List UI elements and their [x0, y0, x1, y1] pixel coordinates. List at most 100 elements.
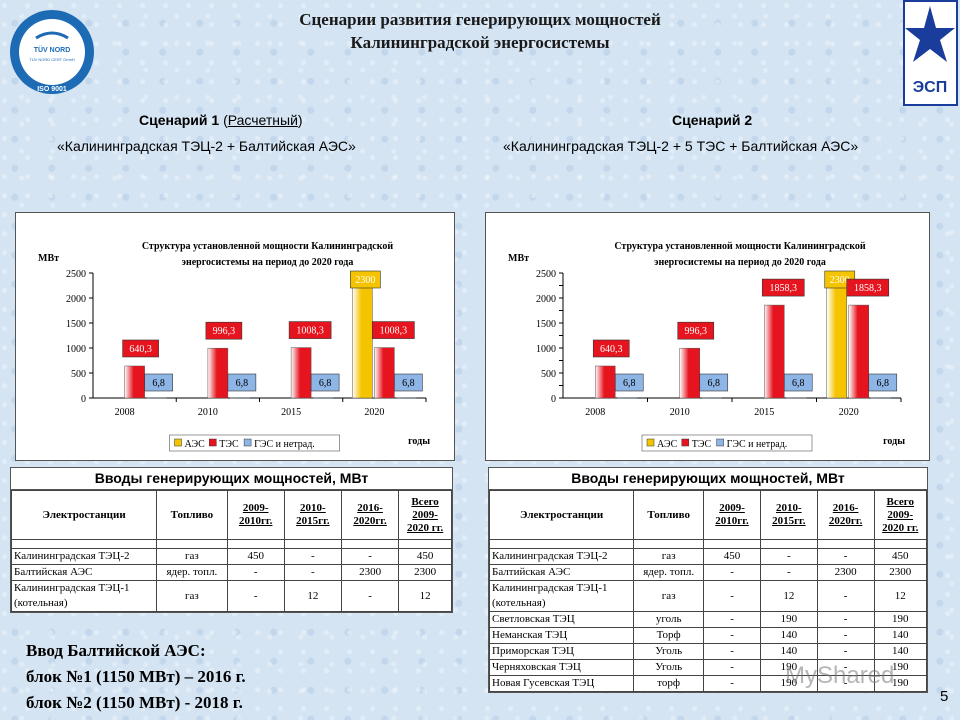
scenario-1-link[interactable]: Расчетный — [227, 112, 298, 128]
scenario-1-paren-close: ) — [297, 112, 303, 128]
bar-ТЭС — [848, 304, 869, 399]
column-header: Топливо — [633, 490, 705, 540]
table-cell: 12 — [283, 580, 342, 612]
bar-ТЭС — [764, 304, 785, 399]
table-cell: Балтийская АЭС — [10, 564, 158, 581]
table-cell: - — [703, 564, 761, 581]
x-tick-label: 2020 — [839, 407, 859, 418]
y-tick-label: 1000 — [536, 344, 556, 355]
data-label-box — [205, 321, 243, 340]
data-label: 6,8 — [877, 378, 890, 389]
legend-entry: ГЭС и нетрад. — [727, 439, 788, 450]
legend-swatch — [174, 438, 182, 447]
table-row: Калининградская ТЭЦ-2 газ 450- -450 — [10, 548, 452, 565]
page-number: 5 — [940, 688, 949, 705]
table-cell: Торф — [633, 627, 705, 644]
scenario-2-subtitle: «Калининградская ТЭЦ-2 + 5 ТЭС + Балтийс… — [503, 138, 859, 154]
bar-ГЭС и нетрад. — [617, 397, 638, 399]
y-axis-label: МВт — [38, 253, 59, 264]
bar-ГЭС и нетрад. — [870, 397, 891, 399]
data-label-box — [614, 373, 644, 392]
scenario-1-heading: Сценарий 1 (Расчетный) — [139, 112, 303, 128]
table-row: Светловская ТЭЦ уголь -190-190 — [488, 611, 928, 628]
table-cell: - — [816, 643, 875, 660]
y-tick-label: 2500 — [536, 269, 556, 280]
table-cell: Калининградская ТЭЦ-1 (котельная) — [10, 580, 158, 612]
chart-title-line-2: энергосистемы на период до 2020 года — [182, 257, 354, 268]
table-cell: 450 — [398, 548, 452, 565]
baltic-npp-note: Ввод Балтийской АЭС: блок №1 (1150 МВт) … — [26, 638, 246, 716]
table-row: Калининградская ТЭЦ-1 (котельная) газ -12-1… — [488, 580, 928, 612]
table-cell: - — [759, 564, 818, 581]
bar-ТЭС — [679, 347, 700, 399]
table-cell: уголь — [633, 611, 705, 628]
x-tick-label: 2015 — [754, 407, 774, 418]
table-1-title: Вводы генерирующих мощностей, МВт — [11, 468, 452, 490]
chart-1: Структура установленной мощности Калинин… — [38, 241, 430, 452]
data-label-box — [227, 373, 257, 392]
chart-title: Структура установленной мощности Калинин… — [142, 241, 394, 252]
scenario-2-heading: Сценарий 2 — [672, 112, 753, 128]
data-label-box — [394, 373, 423, 392]
y-tick-label: 2500 — [66, 269, 86, 280]
table-cell: Черняховская ТЭЦ — [488, 659, 635, 676]
table-cell: 12 — [398, 580, 452, 612]
table-cell: - — [816, 580, 875, 612]
legend-entry: ГЭС и нетрад. — [254, 439, 315, 450]
y-tick-label: 1500 — [66, 319, 86, 330]
table-cell: Новая Гусевская ТЭЦ — [488, 675, 635, 692]
legend-entry: ТЭС — [692, 439, 712, 450]
table-cell: 190 — [873, 659, 928, 676]
legend-entry: АЭС — [185, 439, 206, 450]
table-cell: - — [816, 627, 875, 644]
table-cell: - — [283, 564, 342, 581]
data-label: 1008,3 — [380, 326, 408, 337]
table-cell: 190 — [873, 675, 928, 692]
table-1-grid: Электростанции Топливо 2009- 2010гг. 2010- 20… — [10, 490, 452, 612]
x-tick-label: 2008 — [115, 407, 135, 418]
bar-ГЭС и нетрад. — [701, 397, 722, 399]
table-cell: - — [816, 611, 875, 628]
data-label-box — [783, 373, 813, 392]
bar-ТЭС — [124, 365, 145, 399]
table-cell: Балтийская АЭС — [488, 564, 635, 581]
scenario-1-paren-open: ( — [223, 112, 228, 128]
scenario-1-subtitle: «Калининградская ТЭЦ-2 + Балтийская АЭС» — [57, 138, 356, 154]
data-label-box — [699, 373, 729, 392]
spacer-cell — [703, 539, 761, 549]
column-header: 2016- 2020гг. — [340, 490, 400, 540]
table-cell: - — [703, 611, 761, 628]
spacer-cell — [340, 539, 400, 549]
table-cell: Калининградская ТЭЦ-2 — [488, 548, 635, 565]
table-spacer-row — [10, 539, 452, 549]
table-row: Балтийская АЭС ядер. топл. - -2300 2300 — [488, 564, 928, 581]
column-header: Электростанции — [488, 490, 635, 540]
spacer-cell — [488, 539, 635, 549]
bar-АЭС — [826, 282, 847, 399]
chart-panel-1: Структура установленной мощности Калинин… — [15, 212, 455, 461]
table-row: Черняховская ТЭЦ Уголь -190-190 — [488, 659, 928, 676]
scenario-1-label: Сценарий 1 — [139, 112, 220, 128]
column-header: 2016- 2020гг. — [816, 490, 875, 540]
x-tick-label: 2008 — [585, 407, 605, 418]
data-label: 6,8 — [708, 378, 721, 389]
y-tick-label: 2000 — [66, 294, 86, 305]
table-cell: - — [283, 548, 342, 565]
legend-swatch — [716, 438, 724, 447]
table-cell: - — [340, 548, 400, 565]
table-cell: - — [759, 548, 818, 565]
column-header: Всего 2009- 2020 гг. — [398, 490, 452, 540]
logo-iso-text: ISO 9001 — [37, 86, 67, 93]
data-label: 6,8 — [623, 378, 636, 389]
data-label-box — [677, 321, 715, 340]
title-line-1: Сценарии развития генерирующих мощностей — [299, 10, 661, 29]
data-label-box — [122, 339, 159, 358]
legend-entry: АЭС — [657, 439, 678, 450]
table-2-title: Вводы генерирующих мощностей, МВт — [489, 468, 927, 490]
table-cell: 2300 — [816, 564, 875, 581]
table-cell: - — [340, 580, 400, 612]
data-label-box — [372, 321, 415, 339]
table-spacer-row — [488, 539, 928, 549]
table-cell: Калининградская ТЭЦ-2 — [10, 548, 158, 565]
data-label: 1858,3 — [854, 283, 882, 294]
